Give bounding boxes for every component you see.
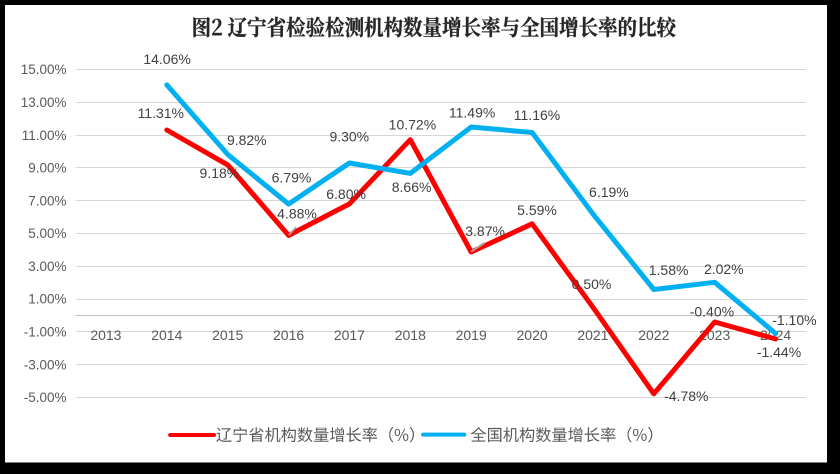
- svg-text:3.87%: 3.87%: [465, 223, 505, 239]
- svg-text:11.49%: 11.49%: [449, 105, 495, 121]
- svg-text:10.72%: 10.72%: [389, 116, 436, 132]
- svg-text:11.31%: 11.31%: [138, 105, 184, 121]
- svg-text:2016: 2016: [273, 327, 304, 343]
- svg-text:9.30%: 9.30%: [329, 129, 369, 145]
- svg-text:-1.44%: -1.44%: [757, 344, 801, 360]
- svg-text:7.00%: 7.00%: [28, 193, 66, 208]
- svg-text:2021: 2021: [577, 327, 608, 343]
- svg-text:6.80%: 6.80%: [326, 186, 366, 202]
- svg-text:5.00%: 5.00%: [28, 226, 66, 241]
- svg-text:2020: 2020: [517, 327, 548, 343]
- svg-text:11.00%: 11.00%: [22, 128, 67, 143]
- svg-text:14.06%: 14.06%: [143, 51, 190, 67]
- svg-text:2022: 2022: [638, 327, 669, 343]
- svg-text:2018: 2018: [395, 327, 426, 343]
- svg-text:11.16%: 11.16%: [514, 107, 560, 123]
- svg-text:9.18%: 9.18%: [200, 165, 240, 181]
- svg-text:5.59%: 5.59%: [517, 202, 557, 218]
- svg-text:9.00%: 9.00%: [28, 161, 66, 176]
- svg-text:2019: 2019: [456, 327, 487, 343]
- svg-text:2013: 2013: [90, 327, 121, 343]
- svg-text:2015: 2015: [212, 327, 243, 343]
- svg-text:1.00%: 1.00%: [28, 292, 66, 307]
- svg-text:2.02%: 2.02%: [704, 261, 744, 277]
- svg-text:15.00%: 15.00%: [21, 62, 67, 77]
- svg-text:13.00%: 13.00%: [21, 95, 67, 110]
- svg-text:6.19%: 6.19%: [589, 184, 629, 200]
- svg-text:-5.00%: -5.00%: [24, 390, 67, 405]
- svg-text:-4.78%: -4.78%: [664, 388, 708, 404]
- svg-text:1.58%: 1.58%: [649, 262, 689, 278]
- svg-text:4.88%: 4.88%: [277, 205, 317, 221]
- svg-text:3.00%: 3.00%: [28, 259, 66, 274]
- svg-text:-0.40%: -0.40%: [690, 304, 734, 320]
- svg-text:6.79%: 6.79%: [272, 169, 312, 185]
- svg-text:0.50%: 0.50%: [572, 276, 612, 292]
- svg-text:-1.10%: -1.10%: [772, 312, 816, 328]
- svg-text:-3.00%: -3.00%: [24, 357, 67, 372]
- svg-text:9.82%: 9.82%: [227, 132, 267, 148]
- svg-text:2017: 2017: [334, 327, 365, 343]
- svg-text:2014: 2014: [151, 327, 182, 343]
- svg-text:-1.00%: -1.00%: [24, 325, 67, 340]
- svg-text:8.66%: 8.66%: [392, 179, 432, 195]
